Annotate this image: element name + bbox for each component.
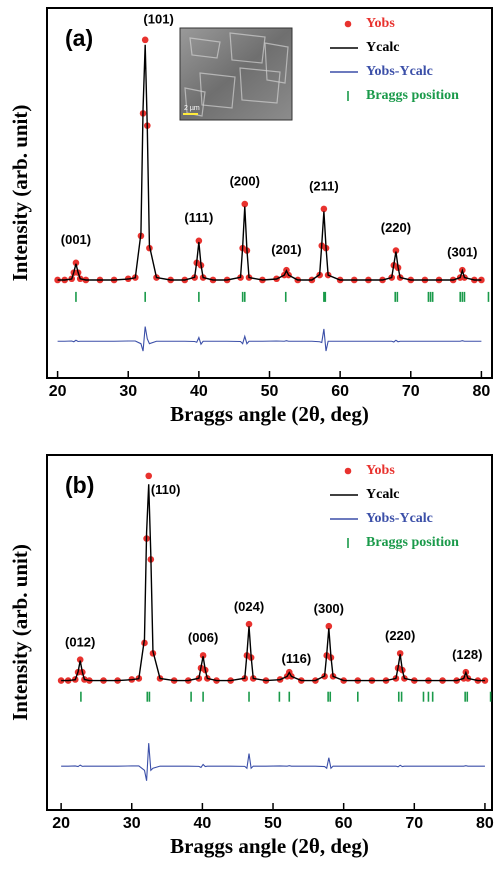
- yobs-point: [76, 656, 84, 663]
- yobs-point: [57, 677, 65, 684]
- legend-marker: [344, 467, 352, 475]
- inset-grain: [184, 87, 206, 117]
- yobs-point: [478, 276, 485, 284]
- peak-label: (006): [188, 630, 218, 645]
- yobs-point: [199, 652, 207, 659]
- x-tick-label: 20: [49, 383, 67, 400]
- x-tick-label: 80: [476, 815, 494, 832]
- series-line: [61, 484, 485, 682]
- inset-scale-label: 2 µm: [184, 105, 200, 112]
- y-axis-label: Intensity (arb. unit): [8, 105, 32, 282]
- peak-label: (101): [143, 12, 173, 27]
- inset-grain: [189, 37, 221, 59]
- x-tick-label: 80: [473, 383, 491, 400]
- legend-label: Yobs-Ycalc: [366, 511, 433, 526]
- yobs-point: [145, 472, 153, 480]
- x-axis-label: Braggs angle (2θ, deg): [170, 834, 369, 858]
- yobs-point: [245, 620, 253, 628]
- x-tick-label: 50: [264, 815, 282, 832]
- series-line: [57, 44, 482, 281]
- yobs-point: [241, 200, 249, 208]
- x-tick-label: 30: [119, 383, 137, 400]
- peak-label: (024): [234, 599, 264, 614]
- legend-label: Yobs-Ycalc: [366, 64, 433, 79]
- peak-label: (110): [151, 482, 181, 497]
- x-axis-label: Braggs angle (2θ, deg): [170, 402, 369, 426]
- inset-grain: [199, 72, 236, 109]
- peak-label: (211): [309, 178, 339, 193]
- peak-label: (200): [230, 173, 260, 188]
- x-tick-label: 60: [331, 383, 349, 400]
- peak-label: (001): [61, 232, 91, 247]
- legend-label: Yobs: [366, 16, 395, 31]
- x-tick-label: 70: [405, 815, 423, 832]
- yobs-point: [141, 36, 149, 44]
- inset-grain: [264, 42, 289, 84]
- x-tick-label: 60: [335, 815, 353, 832]
- x-tick-label: 40: [193, 815, 211, 832]
- legend-label: Ycalc: [366, 487, 399, 502]
- yobs-point: [72, 259, 80, 267]
- yobs-point: [195, 237, 203, 245]
- x-tick-label: 20: [52, 815, 70, 832]
- x-tick-label: 50: [261, 383, 279, 400]
- panel-label: (b): [65, 472, 94, 498]
- peak-label: (116): [282, 651, 312, 666]
- series-line: [57, 326, 482, 352]
- x-tick-label: 30: [123, 815, 141, 832]
- yobs-point: [325, 622, 333, 630]
- peak-label: (111): [184, 210, 213, 225]
- peak-label: (300): [314, 601, 344, 616]
- peak-label: (201): [271, 242, 301, 257]
- peak-label: (012): [65, 634, 95, 649]
- peak-label: (220): [381, 220, 411, 235]
- peak-label: (128): [452, 647, 482, 662]
- legend-label: Braggs position: [366, 535, 459, 550]
- series-line: [61, 743, 485, 781]
- panel: 20 30 40 50 60 70 80 Braggs angle (2θ, deg) Inte…: [8, 7, 493, 426]
- yobs-point: [392, 247, 400, 254]
- inset-image: [179, 27, 293, 121]
- plot-frame: [46, 454, 493, 811]
- yobs-point: [320, 205, 328, 213]
- x-tick-label: 70: [402, 383, 420, 400]
- legend-label: Ycalc: [366, 40, 399, 55]
- legend-marker: [344, 20, 352, 28]
- peak-label: (220): [385, 628, 415, 643]
- panel: 20 30 40 50 60 70 80 Braggs angle (2θ, deg) Inte…: [8, 454, 494, 858]
- inset-grain: [229, 32, 266, 64]
- x-tick-label: 40: [190, 383, 208, 400]
- legend-label: Braggs position: [366, 88, 459, 103]
- yobs-point: [396, 650, 404, 657]
- y-axis-label: Intensity (arb. unit): [8, 544, 32, 721]
- yobs-point: [54, 276, 61, 284]
- peak-label: (301): [447, 244, 477, 259]
- legend-label: Yobs: [366, 463, 395, 478]
- panel-label: (a): [65, 25, 93, 51]
